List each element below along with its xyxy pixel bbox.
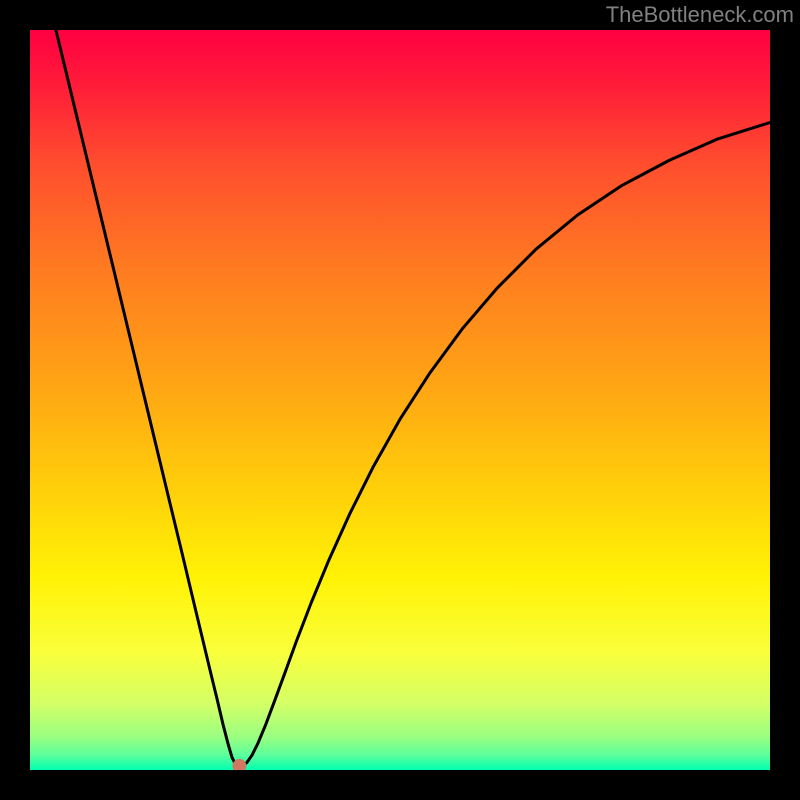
- watermark-text: TheBottleneck.com: [606, 2, 794, 28]
- plot-background: [30, 30, 770, 770]
- chart-container: TheBottleneck.com: [0, 0, 800, 800]
- bottleneck-curve-chart: [0, 0, 800, 800]
